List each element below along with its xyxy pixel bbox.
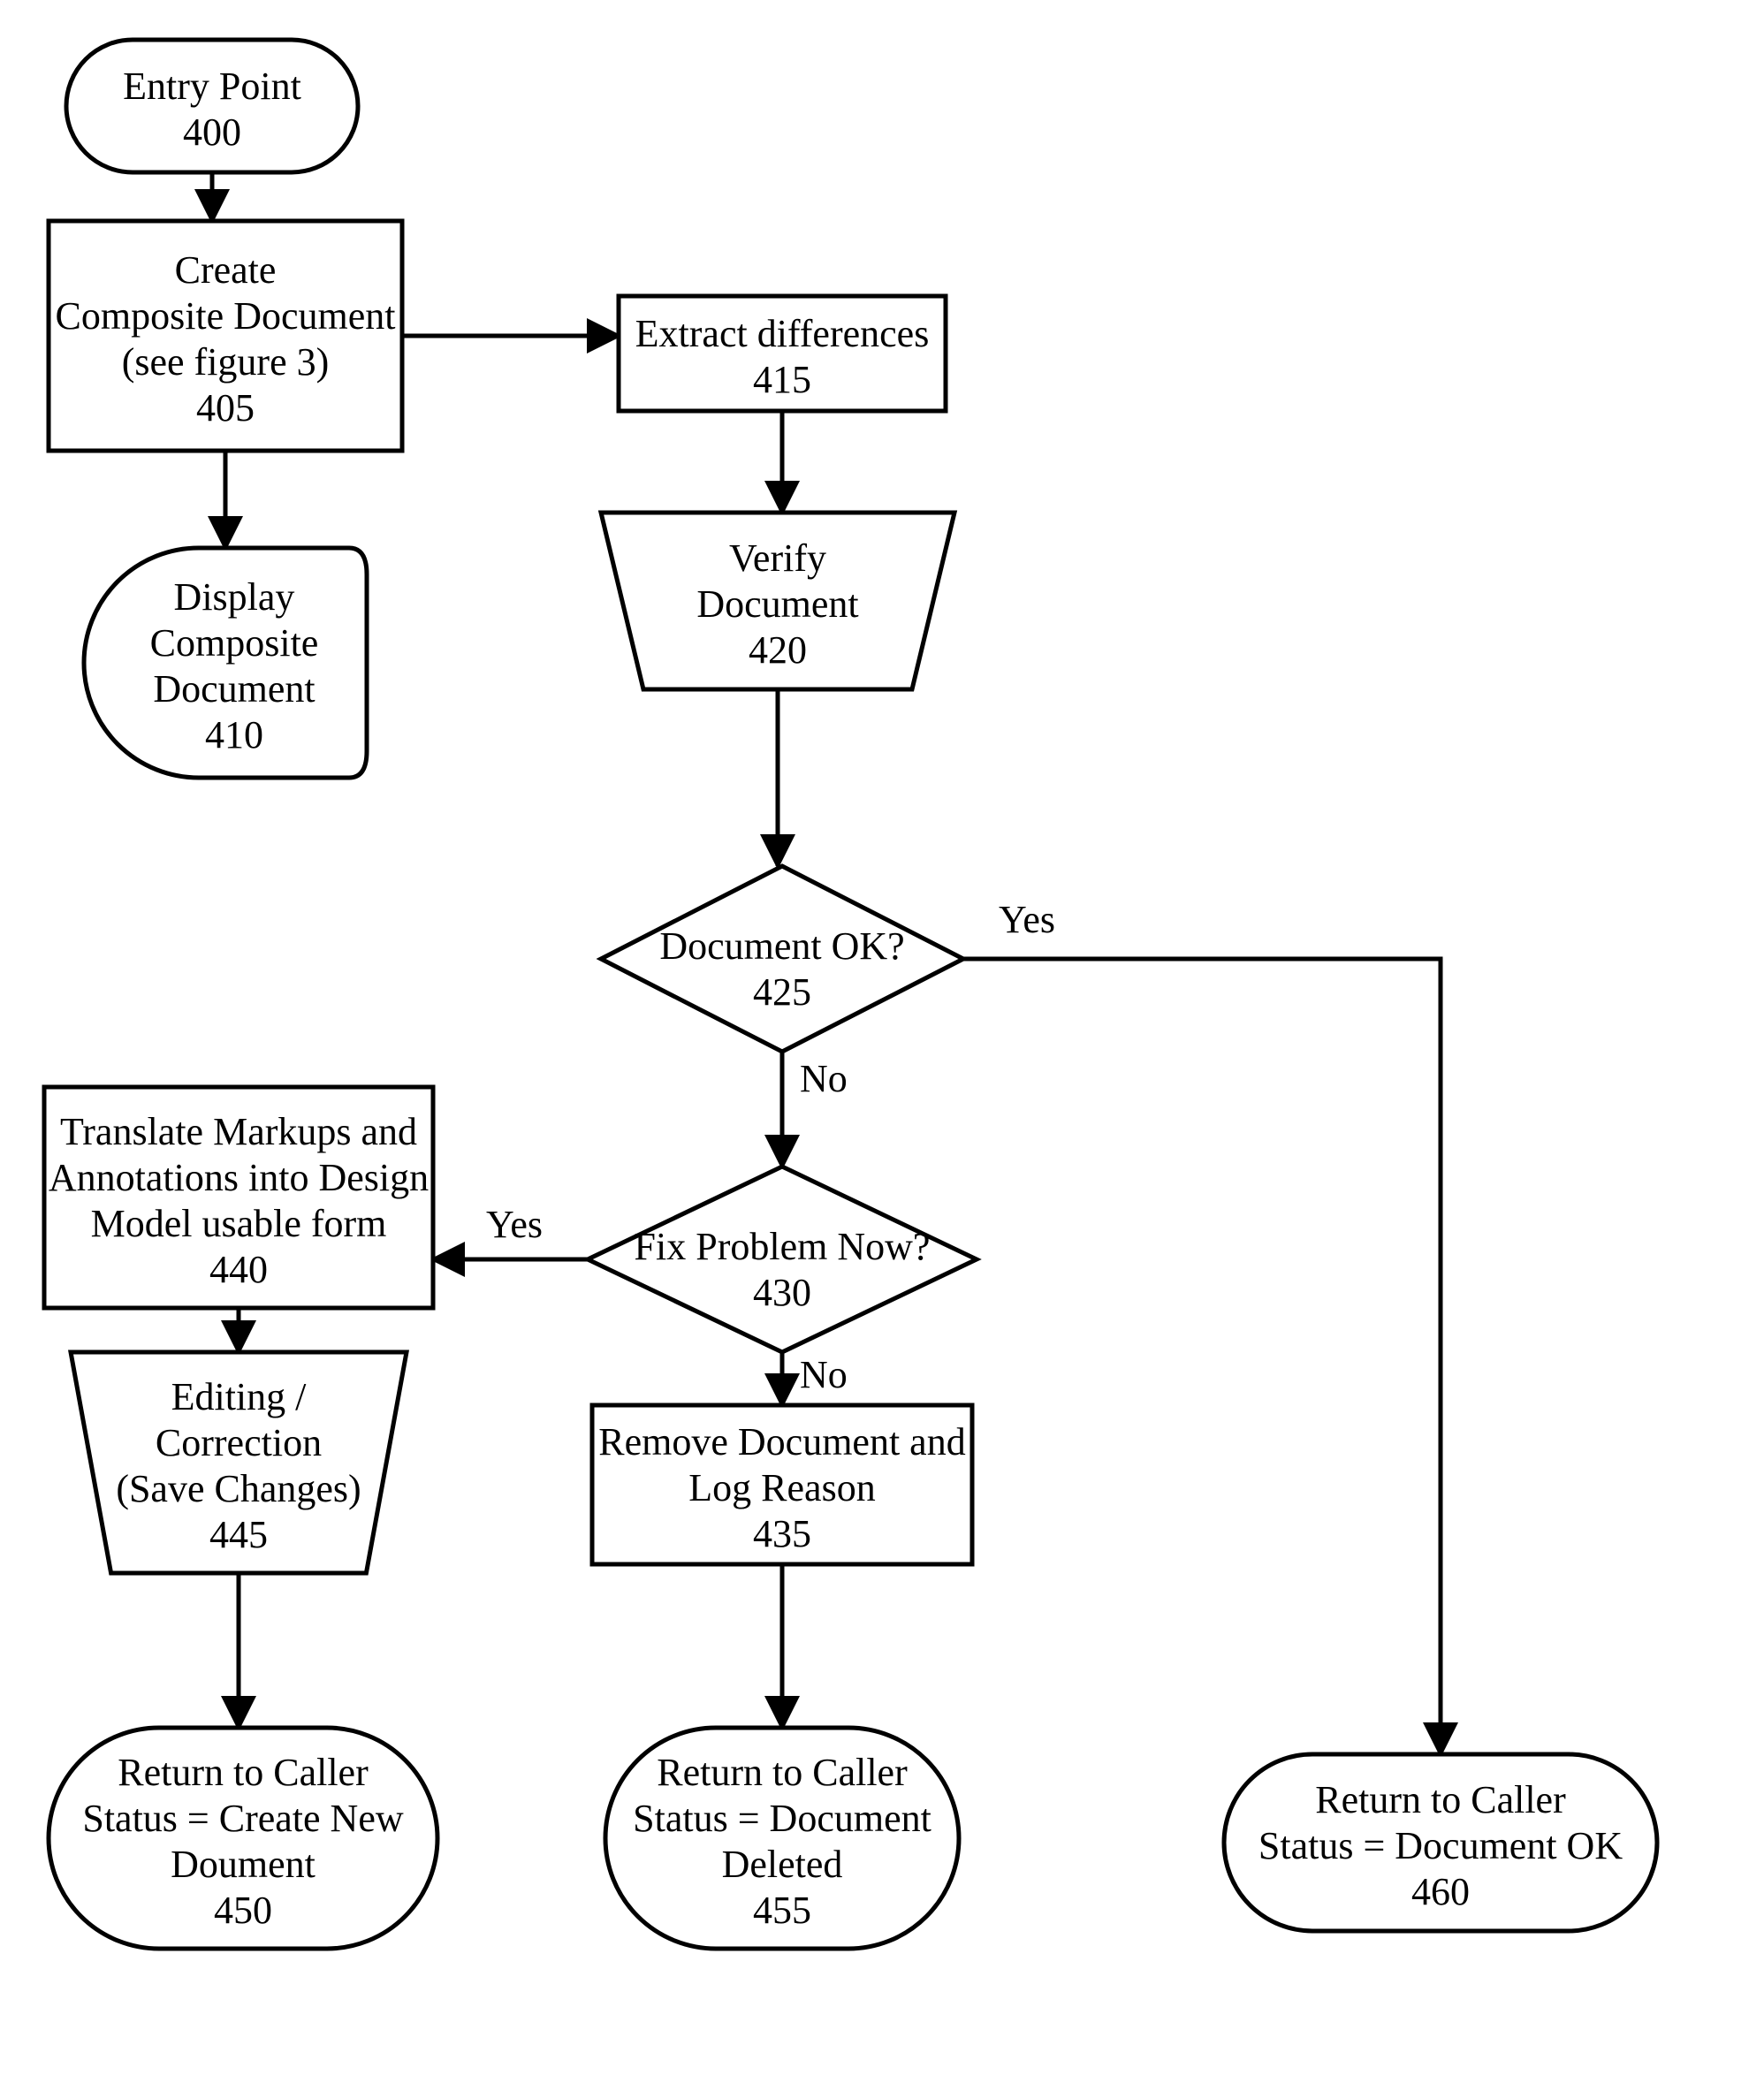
node-n410: DisplayCompositeDocument410 bbox=[84, 548, 367, 778]
node-n430-line-1: 430 bbox=[753, 1271, 811, 1314]
node-n405-line-0: Create bbox=[175, 248, 277, 292]
node-n415-line-0: Extract differences bbox=[635, 312, 930, 355]
node-n450: Return to CallerStatus = Create NewDoume… bbox=[49, 1728, 437, 1949]
node-n425: Document OK?425 bbox=[601, 866, 963, 1052]
node-n460: Return to CallerStatus = Document OK460 bbox=[1224, 1754, 1657, 1931]
node-n425-line-0: Document OK? bbox=[659, 924, 904, 968]
node-n445: Editing /Correction(Save Changes)445 bbox=[71, 1352, 407, 1573]
node-n400-line-0: Entry Point bbox=[123, 65, 301, 108]
node-n460-line-1: Status = Document OK bbox=[1258, 1824, 1623, 1867]
node-n455-line-1: Status = Document bbox=[633, 1797, 931, 1840]
node-n440-line-2: Model usable form bbox=[91, 1202, 387, 1245]
edge-label-5: No bbox=[800, 1057, 848, 1100]
node-n435: Remove Document andLog Reason435 bbox=[592, 1405, 972, 1564]
node-n420-line-2: 420 bbox=[749, 628, 807, 672]
node-n420-line-0: Verify bbox=[729, 536, 826, 580]
node-n460-line-0: Return to Caller bbox=[1315, 1778, 1566, 1821]
node-n410-line-2: Document bbox=[153, 667, 315, 711]
node-n435-line-2: 435 bbox=[753, 1512, 811, 1555]
edge-n425-n460 bbox=[963, 959, 1441, 1754]
node-n440: Translate Markups andAnnotations into De… bbox=[44, 1087, 433, 1308]
edge-label-8: Yes bbox=[486, 1203, 543, 1246]
node-n400: Entry Point400 bbox=[66, 40, 358, 172]
node-n440-line-0: Translate Markups and bbox=[60, 1110, 417, 1153]
node-n445-line-3: 445 bbox=[209, 1513, 268, 1556]
edge-label-7: No bbox=[800, 1353, 848, 1396]
node-n405-line-3: 405 bbox=[196, 386, 255, 430]
node-n450-line-2: Doument bbox=[171, 1843, 316, 1886]
node-n410-line-3: 410 bbox=[205, 713, 263, 756]
node-n455-line-3: 455 bbox=[753, 1889, 811, 1932]
node-n445-line-2: (Save Changes) bbox=[116, 1467, 361, 1510]
node-n410-line-1: Composite bbox=[150, 621, 319, 665]
node-n440-line-3: 440 bbox=[209, 1248, 268, 1291]
edge-label-6: Yes bbox=[999, 898, 1055, 941]
node-n435-line-0: Remove Document and bbox=[598, 1420, 965, 1463]
node-n420-line-1: Document bbox=[696, 582, 858, 626]
node-n445-line-0: Editing / bbox=[171, 1375, 308, 1418]
node-n430: Fix Problem Now?430 bbox=[588, 1167, 977, 1352]
node-n405: CreateComposite Document(see figure 3)40… bbox=[49, 221, 402, 451]
node-n405-line-2: (see figure 3) bbox=[122, 340, 330, 384]
node-n425-line-1: 425 bbox=[753, 970, 811, 1014]
node-n420: VerifyDocument420 bbox=[601, 513, 954, 689]
node-n415: Extract differences415 bbox=[619, 296, 946, 411]
node-n455: Return to CallerStatus = DocumentDeleted… bbox=[605, 1728, 959, 1949]
node-n455-line-2: Deleted bbox=[722, 1843, 843, 1886]
node-n450-line-1: Status = Create New bbox=[82, 1797, 404, 1840]
node-n415-line-1: 415 bbox=[753, 358, 811, 401]
node-n410-line-0: Display bbox=[174, 575, 295, 619]
node-n430-line-0: Fix Problem Now? bbox=[635, 1225, 931, 1268]
node-n450-line-0: Return to Caller bbox=[118, 1751, 369, 1794]
node-n455-line-0: Return to Caller bbox=[657, 1751, 908, 1794]
node-n450-line-3: 450 bbox=[214, 1889, 272, 1932]
node-n440-line-1: Annotations into Design bbox=[49, 1156, 429, 1199]
node-n435-line-1: Log Reason bbox=[688, 1466, 875, 1509]
node-n400-line-1: 400 bbox=[183, 110, 241, 154]
node-n460-line-2: 460 bbox=[1411, 1870, 1470, 1913]
node-n405-line-1: Composite Document bbox=[56, 294, 396, 338]
node-n445-line-1: Correction bbox=[156, 1421, 322, 1464]
